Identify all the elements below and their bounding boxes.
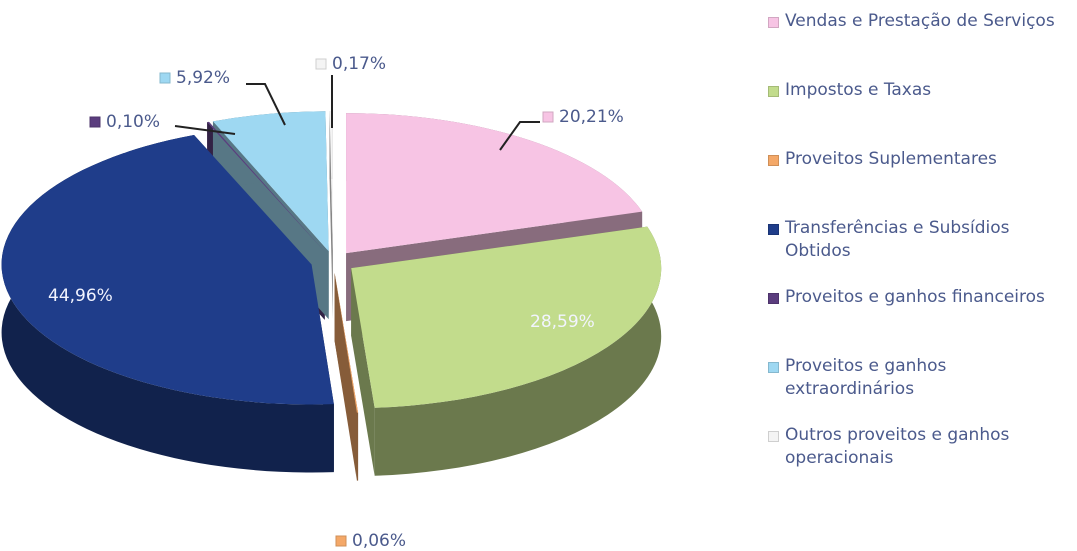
legend-swatch	[768, 17, 779, 28]
label-swatch	[315, 58, 327, 70]
label-swatch	[335, 535, 347, 547]
legend-item: Proveitos e ganhos financeiros	[768, 286, 1068, 355]
legend-swatch	[768, 362, 779, 373]
legend-swatch	[768, 155, 779, 166]
value-label: 0,10%	[106, 112, 160, 132]
legend-item: Proveitos Suplementares	[768, 148, 1068, 217]
legend: Vendas e Prestação de Serviços Impostos e…	[768, 10, 1068, 493]
value-label: 44,96%	[48, 286, 113, 306]
slice	[1, 134, 334, 405]
slice-side	[374, 226, 662, 476]
slice	[334, 272, 359, 413]
slice	[329, 111, 333, 252]
slice	[212, 111, 329, 252]
legend-swatch	[768, 224, 779, 235]
legend-label: Proveitos e ganhos financeiros	[785, 287, 1045, 307]
legend-item: Impostos e Taxas	[768, 79, 1068, 148]
slice	[346, 113, 643, 254]
legend-label: Proveitos e ganhos extraordinários	[785, 356, 947, 399]
value-label: 0,06%	[352, 531, 406, 551]
chart: 20,21% 28,59% 0,06% 44,96% 0,10% 5,92% 0,17%	[1, 54, 662, 551]
slice-wall	[334, 272, 357, 481]
value-label: 20,21%	[559, 107, 624, 127]
leader-line	[174, 125, 236, 135]
legend-label: Vendas e Prestação de Serviços	[785, 11, 1055, 31]
leader-line	[499, 121, 540, 151]
legend-label: Outros proveitos e ganhos operacionais	[785, 425, 1010, 468]
legend-label: Impostos e Taxas	[785, 80, 932, 100]
legend-item: Outros proveitos e ganhos operacionais	[768, 424, 1068, 493]
legend-label: Proveitos Suplementares	[785, 149, 997, 169]
label-swatch	[89, 116, 101, 128]
value-label: 5,92%	[176, 68, 230, 88]
value-label: 28,59%	[530, 312, 595, 332]
slice	[351, 226, 662, 408]
label-swatch	[159, 72, 171, 84]
slice-side	[356, 412, 359, 481]
legend-item: Vendas e Prestação de Serviços	[768, 10, 1068, 79]
legend-swatch	[768, 86, 779, 97]
legend-swatch	[768, 293, 779, 304]
legend-item: Proveitos e ganhos extraordinários	[768, 355, 1068, 424]
value-label: 0,17%	[332, 54, 386, 74]
legend-label: Transferências e Subsídios Obtidos	[785, 218, 1010, 261]
label-swatch	[542, 111, 554, 123]
legend-item: Transferências e Subsídios Obtidos	[768, 217, 1068, 286]
slice-wall	[351, 268, 375, 476]
legend-swatch	[768, 431, 779, 442]
leader-line	[246, 83, 286, 126]
slice	[207, 121, 325, 252]
